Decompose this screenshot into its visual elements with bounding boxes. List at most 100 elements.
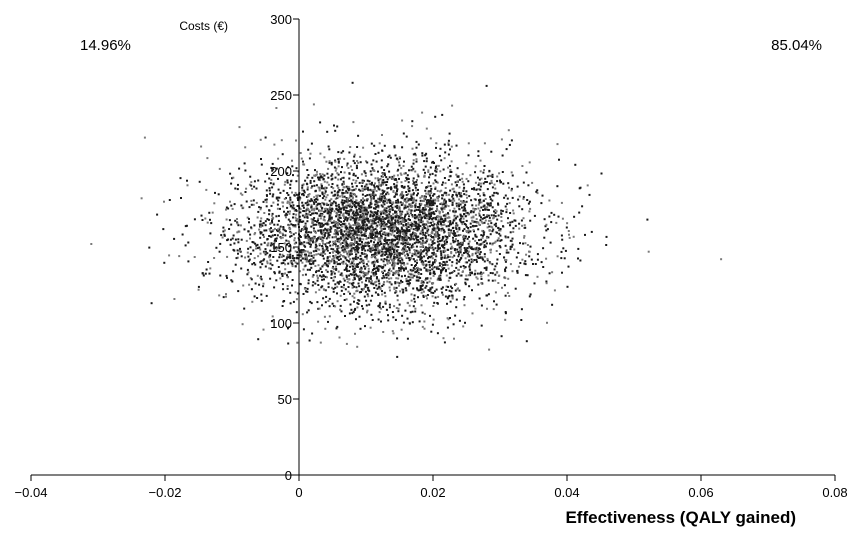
data-point [336, 300, 339, 303]
data-point [318, 176, 321, 179]
data-point [356, 249, 358, 252]
data-point [473, 220, 476, 223]
data-point [416, 276, 419, 279]
data-point [404, 206, 407, 209]
data-point [427, 171, 430, 173]
data-point [371, 232, 374, 235]
data-point [393, 261, 396, 264]
data-point [374, 267, 377, 270]
data-point [588, 193, 591, 196]
data-point [314, 246, 317, 249]
data-point [410, 293, 413, 296]
data-point [365, 263, 368, 266]
data-point [351, 205, 353, 208]
data-point [394, 220, 397, 223]
data-point [535, 190, 538, 193]
data-point [416, 238, 418, 241]
data-point [411, 310, 414, 313]
data-point [259, 231, 262, 234]
data-point [431, 323, 434, 326]
data-point [393, 174, 396, 177]
data-point [342, 208, 345, 211]
data-point [453, 254, 456, 257]
data-point [362, 226, 365, 229]
data-point [372, 169, 375, 172]
data-point [289, 220, 292, 223]
data-point [404, 245, 406, 248]
data-point [301, 243, 304, 246]
data-point [524, 226, 527, 229]
data-point [553, 289, 556, 292]
data-point [443, 207, 446, 210]
data-point [300, 241, 303, 244]
data-point [360, 277, 363, 280]
data-point [335, 204, 338, 207]
data-point [509, 212, 512, 214]
data-point [327, 300, 330, 302]
data-point [365, 255, 368, 258]
data-point [431, 230, 434, 233]
data-point [560, 250, 563, 253]
data-point [292, 204, 295, 207]
data-point [475, 204, 478, 207]
data-point [403, 248, 406, 250]
data-point [256, 297, 259, 299]
data-point [238, 230, 241, 233]
data-point [457, 250, 460, 253]
data-point [351, 169, 354, 171]
data-point [384, 174, 386, 177]
data-point [418, 205, 421, 208]
data-point [292, 225, 295, 228]
data-point [408, 190, 410, 193]
data-point [307, 199, 310, 202]
data-point [484, 181, 487, 183]
data-point [437, 164, 440, 167]
data-point [417, 192, 419, 195]
data-point [488, 174, 491, 177]
data-point [265, 205, 268, 208]
data-point [565, 226, 568, 229]
data-point [472, 229, 475, 232]
data-point [505, 266, 508, 269]
data-point [459, 214, 462, 217]
data-point [342, 260, 345, 263]
data-point [420, 291, 423, 294]
data-point [271, 315, 274, 318]
data-point [408, 304, 411, 307]
data-point [486, 259, 489, 262]
data-point [404, 198, 407, 201]
data-point [271, 221, 274, 224]
data-point [360, 271, 363, 274]
data-point [373, 274, 376, 277]
data-point [249, 237, 251, 240]
data-point [295, 218, 298, 220]
data-point [181, 233, 184, 236]
data-point [467, 242, 470, 245]
data-point [341, 274, 344, 277]
data-point [394, 205, 397, 208]
data-point [295, 298, 298, 301]
data-point [332, 243, 335, 245]
data-point [227, 207, 230, 210]
data-point [353, 239, 356, 242]
data-point [362, 197, 364, 200]
data-point [419, 250, 422, 253]
data-point [352, 203, 355, 206]
data-point [397, 168, 400, 171]
data-point [347, 286, 350, 288]
data-point [352, 260, 355, 263]
data-point [411, 243, 414, 246]
data-point [325, 160, 328, 163]
data-point [407, 188, 410, 191]
data-point [332, 200, 335, 203]
data-point [400, 173, 403, 176]
data-point [474, 239, 477, 242]
data-point [384, 239, 387, 242]
data-point [466, 231, 468, 233]
data-point [405, 234, 408, 237]
data-point [335, 251, 338, 254]
data-point [353, 276, 356, 279]
data-point [478, 212, 481, 215]
data-point [488, 169, 491, 172]
data-point [447, 143, 450, 146]
